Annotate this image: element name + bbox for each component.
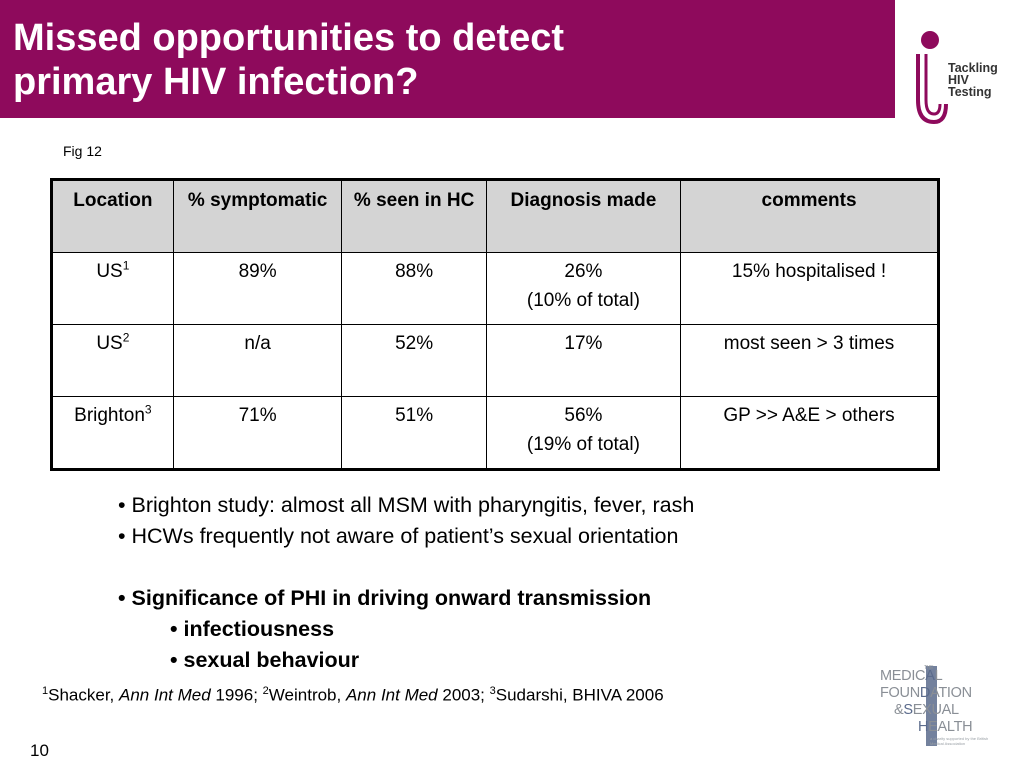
hiv-detection-table: Location % symptomatic % seen in HC Diag… <box>50 178 940 471</box>
ref-year-1: 1996; <box>210 685 263 705</box>
reference-sup: 1 <box>122 258 130 273</box>
ref-author-1: Shacker, <box>48 685 119 705</box>
bullet-sexual-behaviour: • sexual behaviour <box>170 648 360 672</box>
cell-comments: 15% hospitalised ! <box>680 252 939 325</box>
location-text: Brighton <box>74 405 145 426</box>
ref-author-2: Weintrob, <box>268 685 346 705</box>
tackling-hiv-testing-logo: Tackling HIV Testing <box>912 30 1012 126</box>
bullet-spacer <box>118 552 694 583</box>
location-text: US <box>96 261 123 282</box>
mf-text: MEDIC <box>880 668 926 684</box>
reference-sup: 3 <box>144 402 152 417</box>
ref-sup-1: 1 <box>42 685 49 697</box>
cell-location: US2 <box>51 324 174 397</box>
mf-logo-line-4: HEALTH <box>918 719 973 735</box>
diagnosis-value: 56% <box>564 405 603 426</box>
mf-logo-line-1: MEDICAL <box>880 668 943 684</box>
mf-logo-the: THE <box>924 665 934 671</box>
mf-logo-line-2: FOUNDATION <box>880 685 972 701</box>
mf-accent: H <box>918 719 929 735</box>
logo-line-2: HIV <box>948 73 969 87</box>
cell-seen-hc: 52% <box>341 324 487 397</box>
mf-logo-tagline: a charity supported by the British Medic… <box>930 736 989 746</box>
mf-logo-bar-icon <box>926 666 937 746</box>
bullet-brighton-study: • Brighton study: almost all MSM with ph… <box>118 493 695 517</box>
reference-sup: 2 <box>122 330 130 345</box>
cell-symptomatic: n/a <box>172 324 343 397</box>
table-header-row: Location % symptomatic % seen in HC Diag… <box>51 179 939 253</box>
cell-comments: GP >> A&E > others <box>680 396 939 470</box>
cell-seen-hc: 51% <box>341 396 487 470</box>
slide-title: Missed opportunities to detect primary H… <box>13 16 564 104</box>
tackling-logo-text: Tackling HIV Testing <box>948 61 998 99</box>
header-diagnosis: Diagnosis made <box>485 179 682 253</box>
title-banner: Missed opportunities to detect primary H… <box>0 0 895 118</box>
bullet-list: • Brighton study: almost all MSM with ph… <box>118 490 694 676</box>
mf-accent: D <box>919 685 931 701</box>
cell-diagnosis: 56% (19% of total) <box>485 396 682 470</box>
slide-title-line-1: Missed opportunities to detect <box>13 17 565 59</box>
header-comments: comments <box>680 179 939 253</box>
mf-text: FOUN <box>880 685 920 701</box>
ref-sup-3: 3 <box>489 685 496 697</box>
ref-year-2: 2003; <box>437 685 490 705</box>
mf-accent: A <box>925 668 935 684</box>
mf-text: L <box>934 668 943 684</box>
cell-diagnosis: 26% (10% of total) <box>485 252 682 325</box>
bullet-infectiousness: • infectiousness <box>170 617 335 641</box>
mf-text: & <box>894 702 904 718</box>
mf-text: ATION <box>930 685 972 701</box>
table-row: US1 89% 88% 26% (10% of total) 15% hospit… <box>51 252 939 325</box>
diagnosis-value: 17% <box>564 333 603 354</box>
mf-text: EALTH <box>928 719 973 735</box>
cell-diagnosis: 17% <box>485 324 682 397</box>
bullet-phi-significance: • Significance of PHI in driving onward … <box>118 586 652 610</box>
header-seen-hc: % seen in HC <box>341 179 487 253</box>
cell-symptomatic: 89% <box>172 252 343 325</box>
logo-line-3: Testing <box>948 85 992 99</box>
bullet-hcw-awareness: • HCWs frequently not aware of patient’s… <box>118 524 679 548</box>
logo-line-1: Tackling <box>948 61 998 75</box>
ref-journal-2: Ann Int Med <box>345 685 438 705</box>
ref-text-3: Sudarshi, BHIVA 2006 <box>495 685 664 705</box>
cell-symptomatic: 71% <box>172 396 343 470</box>
cell-location: Brighton3 <box>51 396 174 470</box>
figure-label: Fig 12 <box>63 143 102 159</box>
header-location: Location <box>51 179 174 253</box>
mf-accent: S <box>903 702 913 718</box>
diagnosis-subvalue: (10% of total) <box>526 290 640 311</box>
diagnosis-value: 26% <box>564 261 603 282</box>
cell-location: US1 <box>51 252 174 325</box>
table-row: US2 n/a 52% 17% most seen > 3 times <box>51 324 939 397</box>
references: 1Shacker, Ann Int Med 1996; 2Weintrob, A… <box>42 685 664 706</box>
table-row: Brighton3 71% 51% 56% (19% of total) GP >… <box>51 396 939 470</box>
diagnosis-subvalue: (19% of total) <box>526 434 640 455</box>
ref-sup-2: 2 <box>262 685 269 697</box>
medical-foundation-logo: THE MEDICAL FOUNDATION &SEXUAL HEALTH a … <box>880 660 990 752</box>
cell-seen-hc: 88% <box>341 252 487 325</box>
cell-comments: most seen > 3 times <box>680 324 939 397</box>
ref-journal-1: Ann Int Med <box>119 685 211 705</box>
page-number: 10 <box>30 741 49 760</box>
slide-title-line-2: primary HIV infection? <box>13 61 419 103</box>
mf-logo-line-3: &SEXUAL <box>894 702 959 718</box>
header-symptomatic: % symptomatic <box>172 179 343 253</box>
tackling-logo-icon <box>916 31 948 125</box>
location-text: US <box>96 333 123 354</box>
mf-text: EXUAL <box>912 702 959 718</box>
